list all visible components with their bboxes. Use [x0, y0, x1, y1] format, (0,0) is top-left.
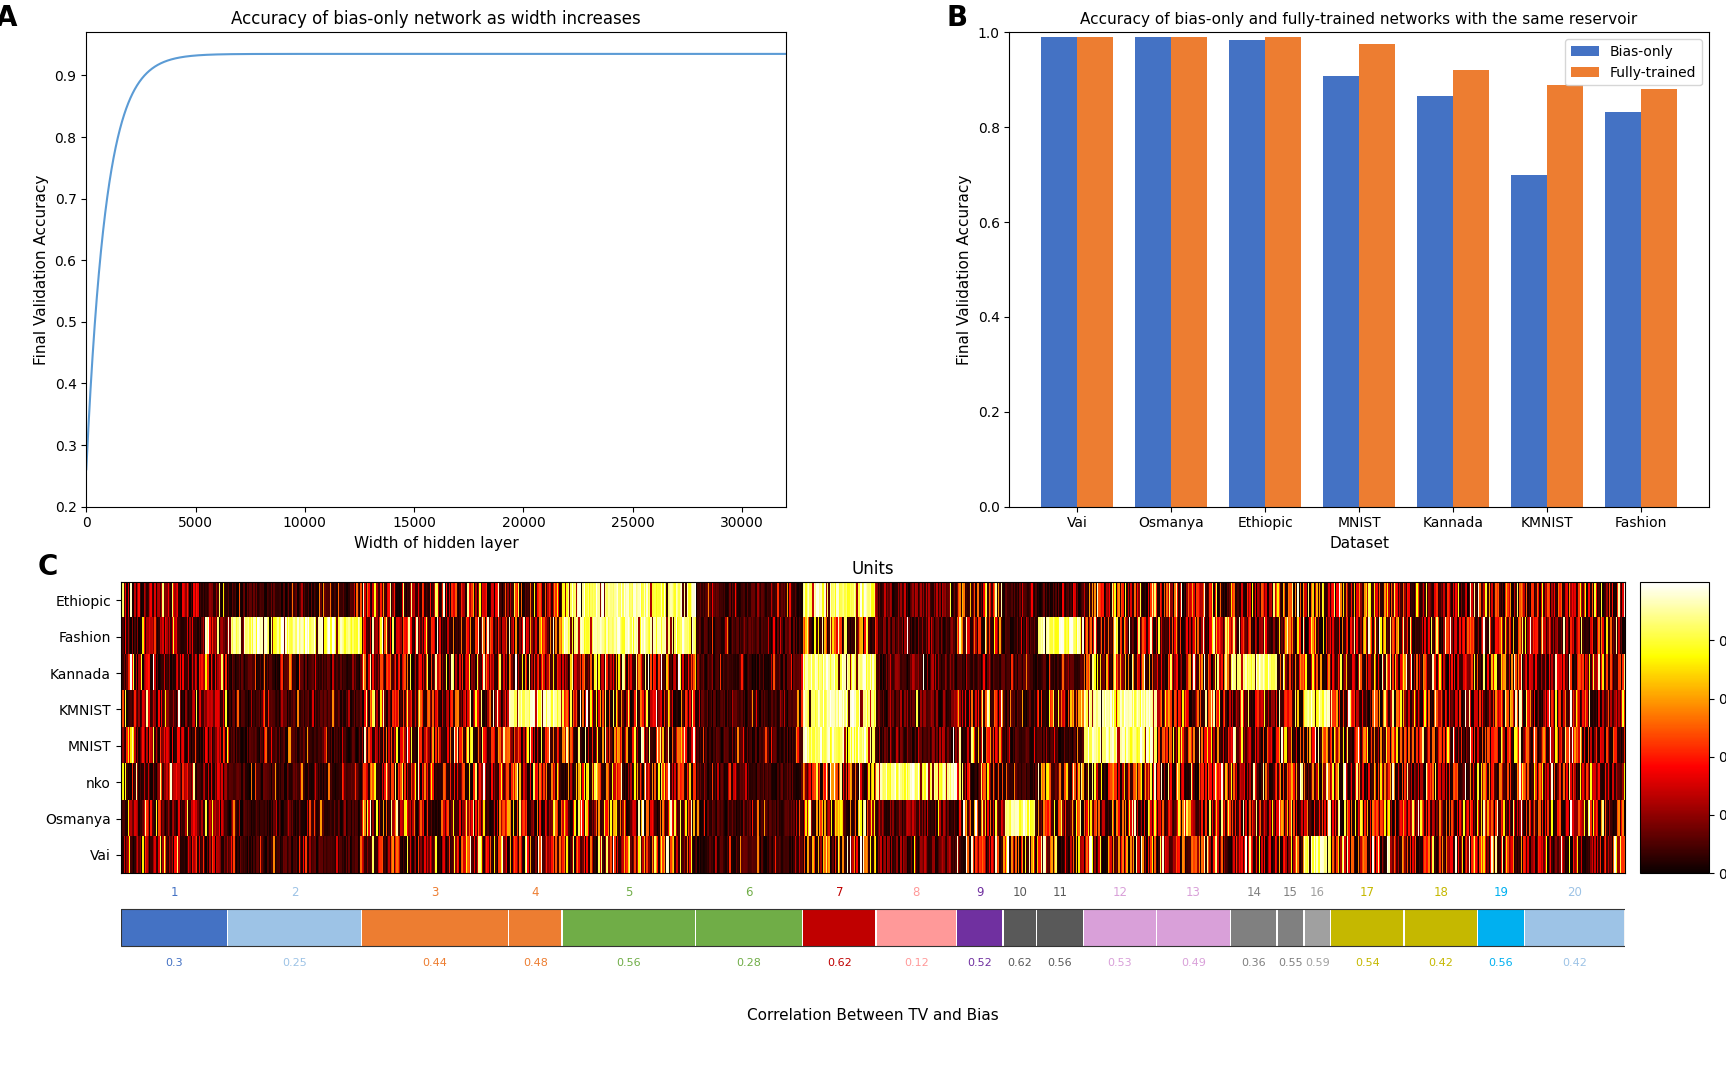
- Bar: [1077, 37, 1113, 507]
- Text: 0.55: 0.55: [1279, 958, 1303, 968]
- Y-axis label: Final Validation Accuracy: Final Validation Accuracy: [958, 175, 972, 364]
- X-axis label: Width of hidden layer: Width of hidden layer: [354, 536, 518, 551]
- Text: A: A: [0, 4, 17, 32]
- Text: 0.48: 0.48: [523, 958, 547, 968]
- Bar: [1331, 909, 1403, 945]
- Text: 2: 2: [292, 886, 299, 899]
- Text: 0.12: 0.12: [904, 958, 929, 968]
- Bar: [1477, 909, 1524, 945]
- Bar: [1641, 89, 1678, 507]
- Text: 9: 9: [975, 886, 984, 899]
- Bar: [1136, 37, 1170, 507]
- Bar: [1512, 175, 1546, 507]
- Bar: [1158, 909, 1229, 945]
- Text: 18: 18: [1433, 886, 1448, 899]
- Bar: [1005, 909, 1036, 945]
- Bar: [1358, 44, 1395, 507]
- Legend: Bias-only, Fully-trained: Bias-only, Fully-trained: [1565, 39, 1702, 85]
- Title: Accuracy of bias-only network as width increases: Accuracy of bias-only network as width i…: [231, 10, 640, 28]
- Text: B: B: [946, 4, 968, 32]
- Bar: [1037, 909, 1082, 945]
- Title: Accuracy of bias-only and fully-trained networks with the same reservoir: Accuracy of bias-only and fully-trained …: [1080, 12, 1638, 27]
- Bar: [877, 909, 956, 945]
- Text: 0.59: 0.59: [1305, 958, 1329, 968]
- Text: 13: 13: [1186, 886, 1201, 899]
- Text: 0.54: 0.54: [1355, 958, 1379, 968]
- Text: 19: 19: [1493, 886, 1509, 899]
- Text: C: C: [38, 553, 59, 581]
- Text: 4: 4: [532, 886, 539, 899]
- Text: 0.25: 0.25: [283, 958, 307, 968]
- Bar: [1229, 40, 1265, 507]
- Text: 0.56: 0.56: [1048, 958, 1072, 968]
- Bar: [563, 909, 696, 945]
- Text: 0.56: 0.56: [616, 958, 640, 968]
- Bar: [121, 909, 228, 945]
- Text: 0.56: 0.56: [1490, 958, 1514, 968]
- Text: 16: 16: [1310, 886, 1326, 899]
- Text: Correlation Between TV and Bias: Correlation Between TV and Bias: [747, 1008, 999, 1023]
- Text: 0.36: 0.36: [1241, 958, 1267, 968]
- Text: 6: 6: [746, 886, 753, 899]
- Bar: [1170, 37, 1206, 507]
- Text: 0.3: 0.3: [166, 958, 183, 968]
- Bar: [696, 909, 803, 945]
- Bar: [1041, 37, 1077, 507]
- Bar: [1417, 96, 1453, 507]
- Bar: [1453, 70, 1490, 507]
- Text: 17: 17: [1360, 886, 1376, 899]
- Text: 0.62: 0.62: [1008, 958, 1032, 968]
- Text: 10: 10: [1013, 886, 1027, 899]
- Text: 14: 14: [1246, 886, 1262, 899]
- Bar: [1324, 77, 1358, 507]
- Text: 0.44: 0.44: [423, 958, 447, 968]
- Bar: [803, 909, 875, 945]
- Text: 15: 15: [1282, 886, 1298, 899]
- Text: 3: 3: [432, 886, 438, 899]
- Bar: [1231, 909, 1277, 945]
- Text: 0.52: 0.52: [967, 958, 992, 968]
- Bar: [1526, 909, 1624, 945]
- Bar: [1305, 909, 1331, 945]
- Text: 5: 5: [625, 886, 632, 899]
- Bar: [1405, 909, 1477, 945]
- Text: 11: 11: [1053, 886, 1067, 899]
- Bar: [1277, 909, 1303, 945]
- Y-axis label: Final Validation Accuracy: Final Validation Accuracy: [35, 175, 48, 364]
- Text: 7: 7: [835, 886, 842, 899]
- Bar: [1084, 909, 1156, 945]
- Bar: [1265, 37, 1301, 507]
- Bar: [509, 909, 561, 945]
- Text: 0.62: 0.62: [827, 958, 851, 968]
- Bar: [362, 909, 507, 945]
- Bar: [1546, 85, 1583, 507]
- Bar: [956, 909, 1003, 945]
- Text: 0.28: 0.28: [737, 958, 761, 968]
- Bar: [1605, 112, 1641, 507]
- Text: 0.53: 0.53: [1108, 958, 1132, 968]
- Text: 20: 20: [1567, 886, 1583, 899]
- Title: Units: Units: [851, 559, 894, 578]
- Text: 8: 8: [913, 886, 920, 899]
- X-axis label: Dataset: Dataset: [1329, 536, 1389, 551]
- Text: 1: 1: [171, 886, 178, 899]
- Text: 0.42: 0.42: [1562, 958, 1586, 968]
- Text: 0.42: 0.42: [1429, 958, 1453, 968]
- Text: 12: 12: [1113, 886, 1127, 899]
- Text: 0.49: 0.49: [1181, 958, 1206, 968]
- Bar: [228, 909, 361, 945]
